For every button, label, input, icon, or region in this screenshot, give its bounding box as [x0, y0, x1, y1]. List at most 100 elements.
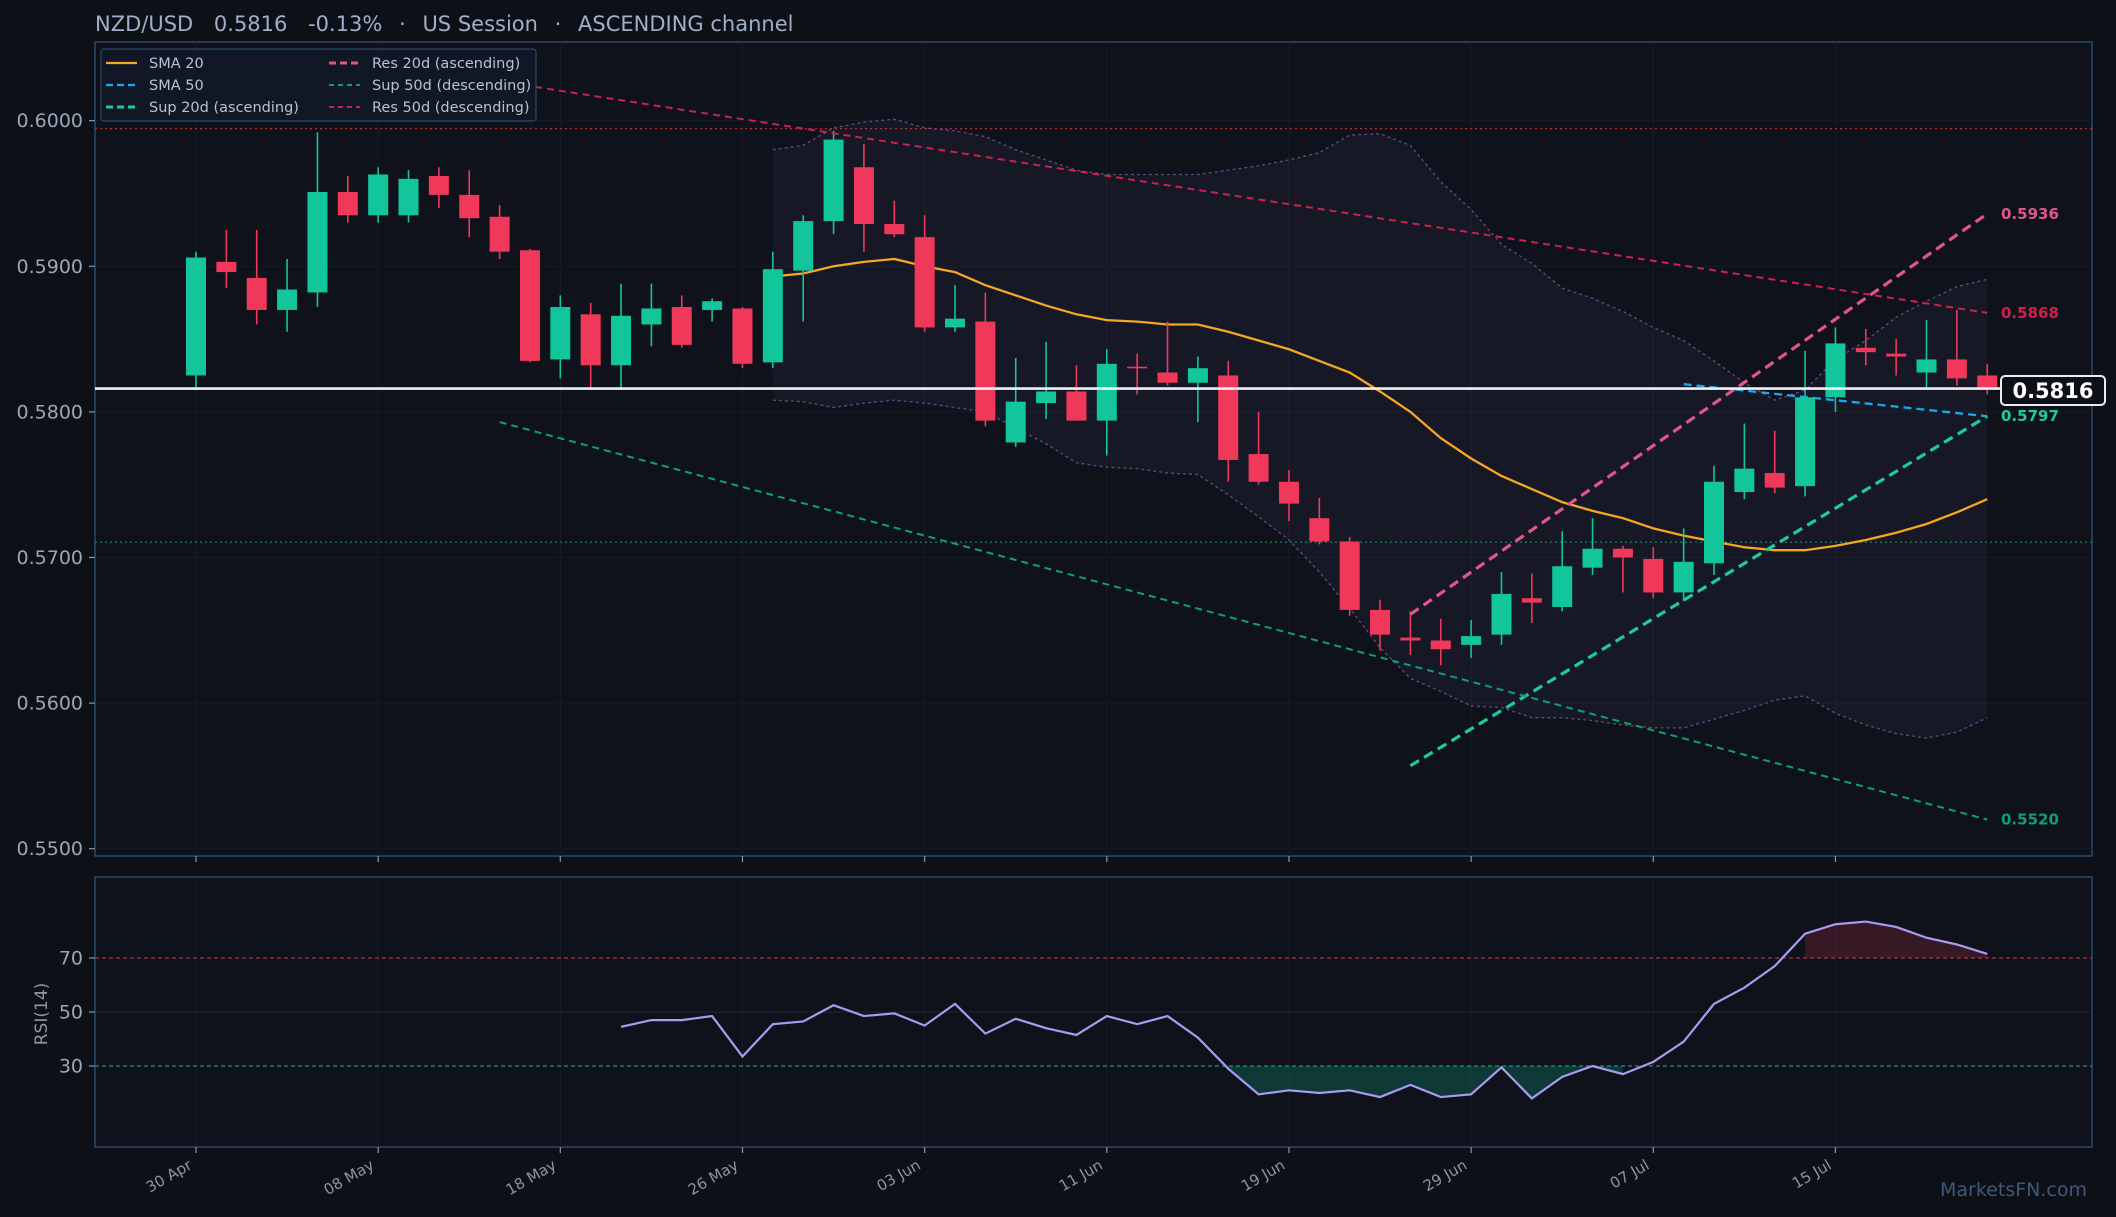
candle-body: [1430, 640, 1451, 650]
candle: [1430, 618, 1451, 666]
candle-body: [1673, 561, 1694, 593]
candle: [307, 132, 328, 308]
legend-entry: SMA 20: [149, 56, 204, 72]
candle-body: [1036, 391, 1057, 404]
candle: [1734, 423, 1755, 500]
legend-entry: Sup 20d (ascending): [149, 100, 299, 116]
candle-body: [975, 321, 996, 421]
trendline: [1409, 414, 1989, 768]
candle: [580, 302, 601, 391]
current-price-label: 0.5816: [2012, 379, 2093, 403]
candle: [823, 130, 844, 235]
y-tick-label: 0.5700: [17, 547, 83, 569]
candle-body: [519, 250, 540, 361]
candle: [732, 307, 753, 369]
candle-body: [1309, 518, 1330, 542]
candle: [702, 298, 723, 322]
session-label: US Session: [422, 12, 538, 36]
candle: [1370, 599, 1391, 651]
legend-entry: Sup 50d (descending): [372, 78, 531, 94]
candle: [1946, 309, 1967, 386]
candle-body: [1825, 343, 1846, 398]
candle: [611, 283, 632, 391]
candle: [641, 283, 662, 347]
candle: [1612, 545, 1633, 593]
price-panel: [94, 41, 2093, 857]
legend-entry: SMA 50: [149, 78, 204, 94]
candle-body: [853, 167, 874, 225]
candle-body: [1370, 609, 1391, 635]
candle: [1400, 611, 1421, 656]
candle-body: [1886, 353, 1907, 357]
candle: [1855, 328, 1876, 366]
legend: SMA 20 SMA 50 Sup 20d (ascending) Res 20d (…: [100, 48, 537, 122]
y-tick-label: 0.5600: [17, 693, 83, 715]
chart-title: NZD/USD 0.5816 -0.13% · US Session · ASC…: [95, 12, 793, 36]
current-price-tag: 0.5816: [2000, 375, 2106, 406]
candle-body: [277, 289, 298, 310]
candle-body: [1704, 481, 1724, 564]
candle-body: [1339, 541, 1360, 610]
rsi-tick-label: 50: [59, 1002, 83, 1024]
candle: [428, 167, 449, 209]
candle-body: [611, 315, 632, 366]
candle-body: [732, 308, 753, 364]
candle: [1673, 528, 1694, 602]
candle-body: [823, 139, 844, 222]
candle-body: [1521, 598, 1542, 603]
candle: [550, 295, 571, 379]
candle-body: [1248, 454, 1269, 482]
candle-body: [246, 277, 267, 310]
trendline-value-label: 0.5797: [2001, 407, 2059, 425]
candle: [519, 248, 540, 363]
candle-body: [1946, 359, 1967, 379]
price-label: 0.5816: [214, 12, 287, 36]
candle: [1096, 349, 1117, 456]
candle: [975, 292, 996, 427]
candle-body: [1127, 366, 1148, 369]
rsi-tick-label: 70: [59, 948, 83, 970]
candle: [671, 295, 692, 348]
trendline: [499, 80, 1988, 314]
candle: [945, 285, 965, 332]
candle: [216, 229, 237, 289]
candle-body: [186, 257, 206, 376]
candle-body: [1461, 636, 1482, 645]
symbol-label: NZD/USD: [95, 12, 193, 36]
trendline-value-label: 0.5868: [2001, 304, 2059, 322]
candle-body: [1187, 368, 1208, 383]
y-tick-label: 0.5500: [17, 838, 83, 860]
candle-body: [914, 237, 935, 328]
candle-body: [1552, 566, 1573, 607]
candle-body: [550, 307, 571, 360]
candle-body: [307, 191, 328, 293]
legend-entry: Res 20d (ascending): [372, 56, 520, 72]
candle-body: [945, 318, 965, 328]
candle: [914, 215, 935, 332]
candle: [762, 251, 783, 369]
candle-body: [1096, 363, 1117, 421]
rsi-line: [620, 920, 1988, 1100]
candle: [1066, 365, 1087, 421]
candle: [1461, 620, 1482, 658]
candle: [398, 170, 419, 223]
candle: [1491, 572, 1512, 645]
bollinger-lower: [772, 399, 1988, 739]
candle-body: [1855, 347, 1876, 353]
candle-body: [1643, 558, 1664, 593]
candle-body: [1734, 468, 1755, 492]
y-tick-label: 0.5900: [17, 256, 83, 278]
y-tick-label: 0.5800: [17, 401, 83, 423]
candle: [793, 215, 814, 322]
candle-body: [671, 307, 692, 345]
rsi-axis-label: RSI(14): [32, 983, 52, 1046]
candle-body: [216, 261, 237, 273]
candle: [853, 143, 874, 252]
trendline: [1409, 212, 1989, 616]
candle-body: [641, 308, 662, 325]
candle: [1248, 411, 1269, 485]
candle: [368, 167, 389, 223]
candle: [1825, 327, 1846, 412]
sma20-line: [772, 257, 1988, 552]
candle: [1339, 537, 1360, 616]
